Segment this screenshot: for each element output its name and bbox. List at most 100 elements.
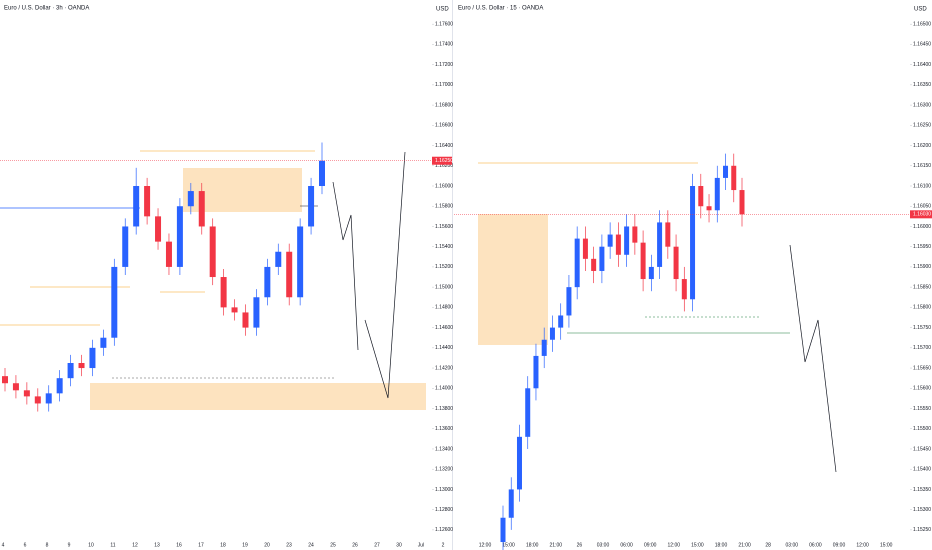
candle-body xyxy=(723,165,729,178)
x-tick-label: 20 xyxy=(264,542,270,548)
y-tick-label: 1.15800 xyxy=(435,204,453,210)
x-tick-label: 09:00 xyxy=(644,542,657,548)
candle-body xyxy=(739,190,745,215)
x-tick-label: 06:00 xyxy=(809,542,822,548)
x-tick-label: 15:00 xyxy=(691,542,704,548)
x-tick-label: 2 xyxy=(442,542,445,548)
chart-title: Euro / U.S. Dollar · 15 · OANDA xyxy=(458,6,543,12)
y-tick-label: 1.15950 xyxy=(913,244,931,250)
candle-body xyxy=(176,206,183,267)
x-tick-label: 11 xyxy=(110,542,115,548)
candle-body xyxy=(607,234,613,247)
candle-body xyxy=(89,347,96,369)
candle-body xyxy=(308,186,315,227)
candle-body xyxy=(2,376,8,384)
x-tick-label: 21:00 xyxy=(550,542,563,548)
y-tick-label: 1.13800 xyxy=(435,406,453,412)
x-tick-label: 27 xyxy=(374,542,380,548)
last-price-tag xyxy=(432,156,452,165)
y-tick-label: 1.17600 xyxy=(435,22,453,28)
candle-body xyxy=(533,355,539,389)
candle-body xyxy=(198,191,205,227)
y-tick-label: 1.16350 xyxy=(913,82,931,88)
candle-body xyxy=(591,258,597,271)
candle-body xyxy=(319,160,325,187)
candle-body xyxy=(133,186,140,227)
y-tick-label: 1.15250 xyxy=(913,527,931,533)
y-tick-label: 1.13400 xyxy=(435,446,453,452)
x-tick-label: 12 xyxy=(132,542,138,548)
axis-label: USD xyxy=(914,7,927,13)
x-tick-label: 10 xyxy=(88,542,94,548)
projection-arrow xyxy=(332,181,359,351)
y-tick-label: 1.16000 xyxy=(435,183,453,189)
candle-body xyxy=(67,363,74,379)
y-tick-label: 1.16200 xyxy=(435,163,453,169)
x-tick-label: 24 xyxy=(308,542,314,548)
y-tick-label: 1.15450 xyxy=(913,446,931,452)
y-tick-label: 1.16250 xyxy=(913,123,931,129)
candle-body xyxy=(681,279,687,300)
candle-body xyxy=(187,191,194,207)
y-tick-label: 1.15000 xyxy=(435,284,453,290)
x-tick-label: 18:00 xyxy=(715,542,728,548)
y-tick-label: 1.15500 xyxy=(913,426,931,432)
x-tick-label: 4 xyxy=(2,542,5,548)
y-tick-label: 1.15750 xyxy=(913,325,931,331)
y-tick-label: 1.15400 xyxy=(913,467,931,473)
y-tick-label: 1.14400 xyxy=(435,345,453,351)
candle-body xyxy=(558,315,564,328)
y-tick-label: 1.16200 xyxy=(913,143,931,149)
y-tick-label: 1.16500 xyxy=(913,22,931,28)
x-tick-label: 18:00 xyxy=(526,542,539,548)
y-tick-label: 1.16300 xyxy=(913,102,931,108)
candle-body xyxy=(220,277,227,308)
y-tick-label: 1.14000 xyxy=(435,386,453,392)
y-tick-label: 1.17400 xyxy=(435,42,453,48)
x-tick-label: 30 xyxy=(396,542,402,548)
y-tick-label: 1.16000 xyxy=(913,224,931,230)
candle-body xyxy=(549,327,555,340)
y-tick-label: 1.16050 xyxy=(913,204,931,210)
y-tick-label: 1.16800 xyxy=(435,102,453,108)
candle-body xyxy=(673,246,679,280)
candle-body xyxy=(690,186,696,300)
candle-body xyxy=(242,312,249,328)
candle-body xyxy=(297,226,304,298)
candle-body xyxy=(275,251,282,267)
x-tick-label: 17 xyxy=(198,542,204,548)
candle-body xyxy=(253,297,260,328)
y-tick-label: 1.17200 xyxy=(435,62,453,68)
candle-body xyxy=(144,186,151,217)
last-price-tag xyxy=(910,210,932,219)
candle-body xyxy=(566,287,572,316)
last-price-label: 1.16030 xyxy=(913,212,931,218)
y-tick-label: 1.15600 xyxy=(913,386,931,392)
x-tick-label: 12:00 xyxy=(668,542,681,548)
x-tick-label: 12:00 xyxy=(856,542,869,548)
candle-body xyxy=(648,266,654,280)
candle-body xyxy=(508,489,514,518)
candle-body xyxy=(286,251,293,298)
y-tick-label: 1.16150 xyxy=(913,163,931,169)
x-tick-label: 12:00 xyxy=(479,542,492,548)
x-tick-label: 21:00 xyxy=(738,542,751,548)
candle-body xyxy=(731,165,737,191)
candle-body xyxy=(698,186,704,207)
candle-body xyxy=(12,383,19,391)
candle-body xyxy=(264,266,271,298)
x-tick-label: 06:00 xyxy=(620,542,633,548)
y-tick-label: 1.16450 xyxy=(913,42,931,48)
candle-body xyxy=(714,177,720,211)
candle-body xyxy=(122,226,129,267)
candle-body xyxy=(640,242,646,280)
x-tick-label: 13 xyxy=(154,542,160,548)
x-tick-label: 03:00 xyxy=(597,542,610,548)
x-tick-label: 03:00 xyxy=(786,542,799,548)
price-axis xyxy=(432,0,452,550)
x-tick-label: 23 xyxy=(286,542,292,548)
candle-body xyxy=(574,238,580,288)
y-tick-label: 1.15800 xyxy=(913,305,931,311)
projection-arrow xyxy=(364,151,406,399)
